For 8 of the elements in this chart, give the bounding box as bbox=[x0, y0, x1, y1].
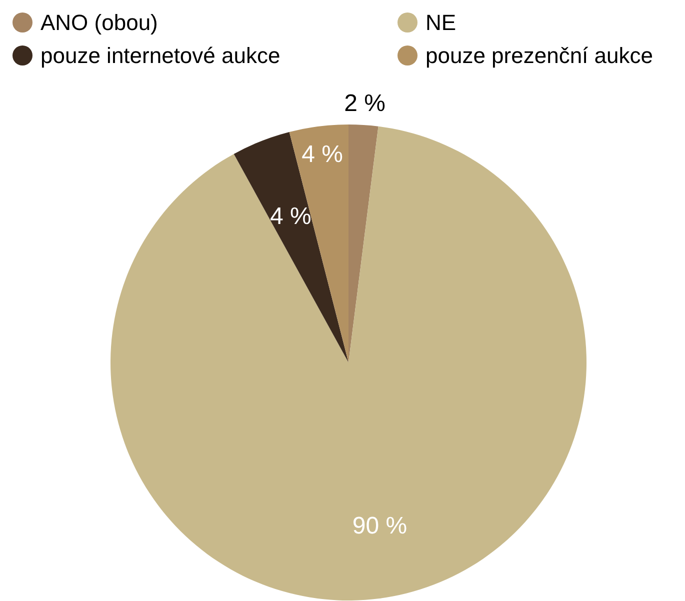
data-label: 4 % bbox=[302, 141, 343, 168]
data-label: 90 % bbox=[352, 512, 408, 540]
legend-label: ANO (obou) bbox=[40, 10, 158, 35]
legend-label: NE bbox=[426, 10, 456, 35]
data-label: 4 % bbox=[270, 202, 312, 230]
legend-label: pouze prezenční aukce bbox=[426, 43, 653, 68]
data-label: 2 % bbox=[344, 90, 386, 118]
legend-label: pouze internetové aukce bbox=[40, 43, 280, 68]
